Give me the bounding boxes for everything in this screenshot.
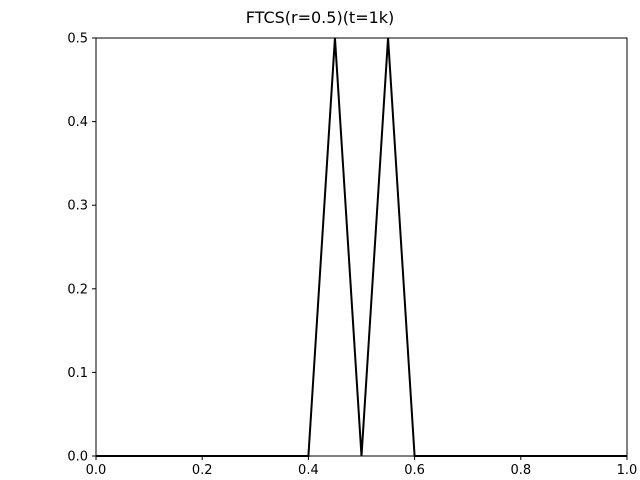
y-tick-label: 0.2	[67, 282, 88, 297]
x-axis: 0.0 0.2 0.4 0.6 0.8 1.0	[86, 456, 638, 478]
series-line-0	[96, 37, 627, 457]
y-tick-label: 0.1	[67, 366, 88, 381]
chart-title: FTCS(r=0.5)(t=1k)	[246, 8, 395, 27]
x-tick-label: 0.8	[510, 463, 531, 478]
y-tick-label: 0.3	[67, 199, 88, 214]
y-tick-label: 0.4	[67, 115, 88, 130]
x-tick-label: 1.0	[617, 463, 638, 478]
x-tick-label: 0.2	[192, 463, 213, 478]
x-tick-label: 0.4	[298, 463, 319, 478]
y-tick-label: 0.0	[67, 450, 88, 465]
y-tick-label: 0.5	[67, 32, 88, 47]
y-axis: 0.0 0.1 0.2 0.3 0.4 0.5	[67, 32, 96, 465]
x-tick-label: 0.0	[86, 463, 107, 478]
axes-frame	[95, 37, 628, 457]
x-tick-label: 0.6	[404, 463, 425, 478]
plot-area	[96, 37, 627, 457]
